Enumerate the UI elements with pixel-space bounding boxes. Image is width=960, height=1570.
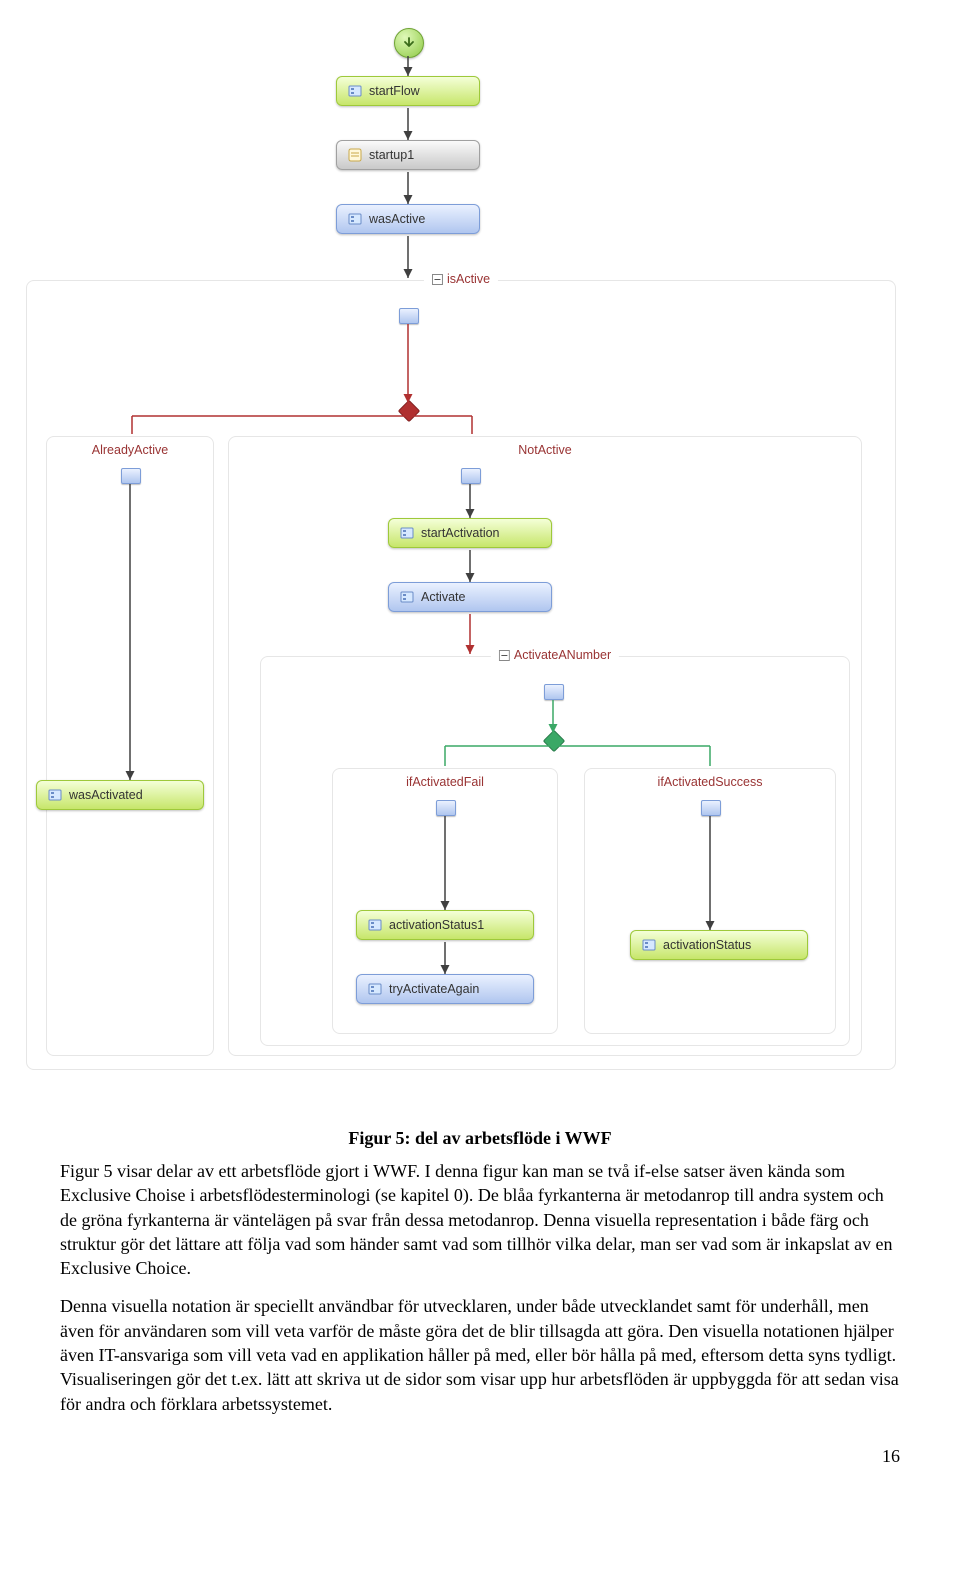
connectors bbox=[0, 0, 960, 1120]
paragraph-2: Denna visuella notation är speciellt anv… bbox=[60, 1294, 900, 1415]
page-number: 16 bbox=[60, 1446, 900, 1467]
workflow-diagram: isActive AlreadyActive NotActive Activat… bbox=[0, 0, 960, 1120]
figure-caption: Figur 5: del av arbetsflöde i WWF bbox=[60, 1128, 900, 1149]
paragraph-1: Figur 5 visar delar av ett arbetsflöde g… bbox=[60, 1159, 900, 1280]
